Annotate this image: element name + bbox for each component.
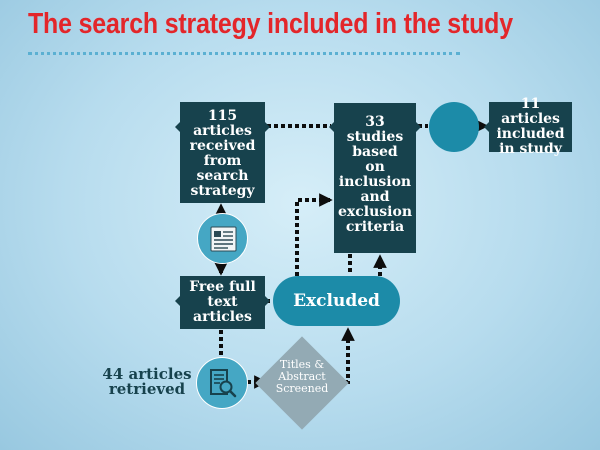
node-excluded: Excluded	[273, 276, 400, 326]
node-titles-abstract-screened: Titles & Abstract Screened	[275, 358, 329, 395]
box-freefull-right-notch	[265, 296, 270, 306]
flow-circle-node	[429, 102, 479, 152]
page-title: The search strategy included in the stud…	[28, 8, 513, 40]
box-33-left-notch	[329, 122, 334, 132]
search-circle	[196, 357, 248, 409]
connector-excluded-to-33	[295, 193, 333, 276]
node-articles-received: 115 articles received from search strate…	[180, 102, 265, 203]
box-115-right-notch	[265, 122, 270, 132]
node-free-full-text: Free full text articles	[180, 276, 265, 329]
box-33-right-notch	[416, 122, 421, 132]
node-studies-based-on-criteria: 33 studies based on inclusion and exclus…	[334, 103, 416, 253]
document-icon	[210, 226, 236, 251]
document-circle	[197, 213, 248, 264]
box-11-left-notch	[484, 122, 489, 132]
box-115-left-notch	[175, 122, 180, 132]
search-document-icon	[210, 369, 237, 398]
node-articles-included: 11 articles included in study	[489, 97, 572, 157]
title-divider	[28, 52, 460, 55]
node-articles-retrieved: 44 articles retrieved	[102, 365, 192, 398]
box-freefull-left-notch	[175, 296, 180, 306]
